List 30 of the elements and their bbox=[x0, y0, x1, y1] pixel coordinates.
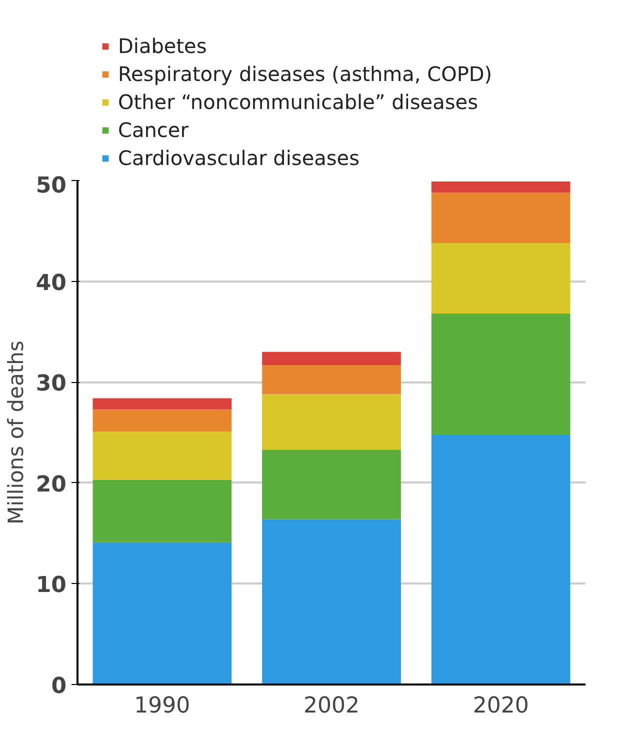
legend-label: Other “noncommunicable” diseases bbox=[118, 90, 478, 114]
bar bbox=[262, 394, 401, 450]
x-tick-label: 2002 bbox=[304, 694, 360, 718]
y-tick-label: 40 bbox=[36, 270, 67, 296]
bar bbox=[262, 450, 401, 520]
x-tick-label: 1990 bbox=[134, 694, 190, 718]
y-tick-label: 50 bbox=[36, 174, 67, 198]
y-tick-label: 30 bbox=[36, 372, 67, 397]
bar bbox=[262, 364, 401, 394]
bar bbox=[92, 480, 232, 542]
legend-label: Cardiovascular diseases bbox=[118, 146, 360, 170]
y-tick-label: 0 bbox=[51, 674, 67, 699]
legend-label: Cancer bbox=[118, 118, 188, 142]
y-axis-title: Millions of deaths bbox=[4, 340, 28, 524]
bar bbox=[92, 431, 232, 480]
bar bbox=[431, 192, 570, 243]
bar bbox=[92, 409, 232, 432]
y-tick-label: 20 bbox=[36, 472, 67, 498]
legend-label: Diabetes bbox=[118, 34, 207, 58]
bar bbox=[431, 182, 570, 193]
bar bbox=[92, 542, 232, 684]
x-tick-label: 2020 bbox=[472, 694, 529, 718]
legend-label: Respiratory diseases (asthma, COPD) bbox=[118, 62, 492, 86]
bar bbox=[262, 352, 401, 365]
bar bbox=[431, 314, 570, 435]
bar bbox=[431, 434, 570, 684]
y-tick-label: 10 bbox=[36, 573, 67, 598]
bar bbox=[92, 398, 232, 410]
bar bbox=[262, 519, 401, 684]
bar bbox=[431, 242, 570, 314]
